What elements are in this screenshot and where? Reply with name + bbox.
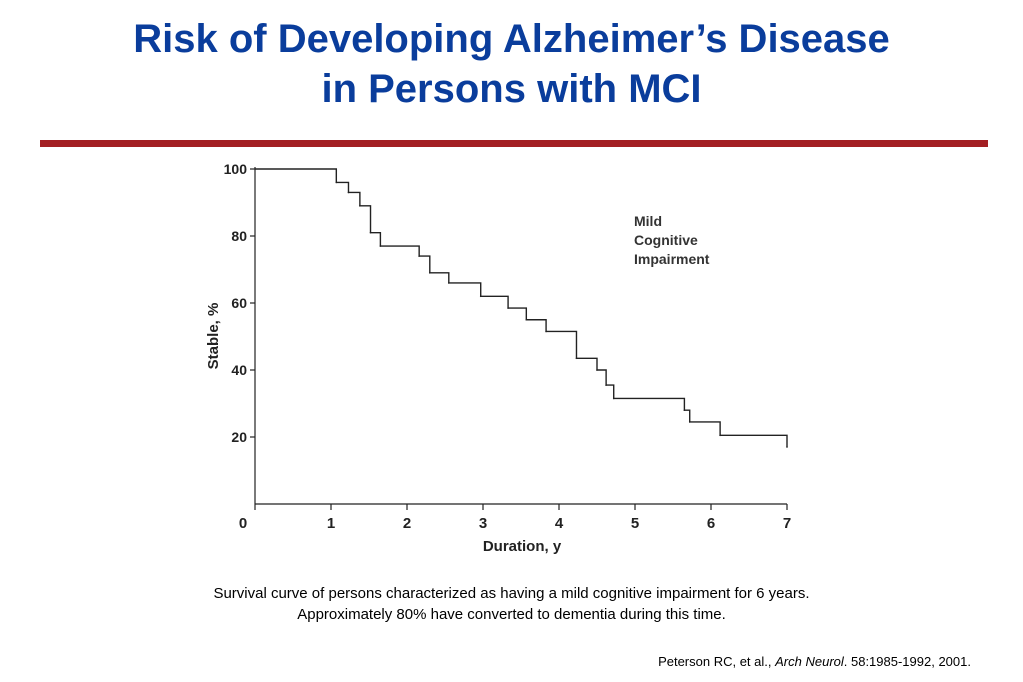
step-point <box>418 255 420 257</box>
slide-title: Risk of Developing Alzheimer’s Disease i… <box>0 14 1023 114</box>
step-point <box>683 409 686 412</box>
step-point <box>479 295 482 298</box>
step-point <box>605 384 607 386</box>
y-tick-label: 20 <box>231 429 247 445</box>
citation-journal: Arch Neurol <box>775 654 844 669</box>
title-line-2: in Persons with MCI <box>321 67 702 111</box>
step-point <box>596 369 598 371</box>
y-tick-label: 60 <box>231 295 247 311</box>
title-line-1: Risk of Developing Alzheimer’s Disease <box>133 17 890 61</box>
x-tick-label: 3 <box>479 515 487 532</box>
step-point <box>786 446 788 448</box>
annotation-line: Cognitive <box>634 232 698 248</box>
annotation-line: Mild <box>634 213 662 229</box>
caption-line-2: Approximately 80% have converted to deme… <box>297 606 726 623</box>
step-point <box>507 307 509 309</box>
x-tick-label: 7 <box>783 515 791 532</box>
x-tick-label: 1 <box>327 515 335 532</box>
step-point <box>545 330 547 333</box>
y-tick-label: 100 <box>224 161 248 177</box>
step-point <box>429 272 431 274</box>
step-point <box>688 421 691 423</box>
survival-step-line <box>255 168 788 448</box>
figure-caption: Survival curve of persons characterized … <box>0 583 1023 625</box>
x-tick-label: 0 <box>239 515 247 532</box>
step-point <box>379 245 382 247</box>
x-tick-label: 4 <box>555 515 564 532</box>
citation-rest: . 58:1985-1992, 2001. <box>843 654 971 669</box>
x-tick-label: 2 <box>403 515 411 532</box>
step-point <box>525 318 528 321</box>
step-point <box>719 434 721 437</box>
y-tick-label: 80 <box>231 228 247 244</box>
y-axis-label: Stable, % <box>205 303 222 370</box>
step-point <box>254 168 256 170</box>
caption-line-1: Survival curve of persons characterized … <box>213 585 810 602</box>
step-point <box>575 357 578 360</box>
chart-ticks: 0 1 2 3 4 5 6 7 20 40 60 80 100 <box>224 161 792 532</box>
title-divider <box>40 140 988 147</box>
series-annotation: Mild Cognitive Impairment <box>634 213 710 267</box>
step-point <box>612 397 615 400</box>
y-tick-label: 40 <box>231 362 247 378</box>
step-point <box>347 191 350 194</box>
annotation-line: Impairment <box>634 251 710 267</box>
x-axis-label: Duration, y <box>483 538 562 555</box>
citation-authors: Peterson RC, et al., <box>658 654 776 669</box>
chart-plot <box>254 168 788 448</box>
x-tick-label: 5 <box>631 515 639 532</box>
x-tick-label: 6 <box>707 515 715 532</box>
chart-axes <box>254 167 787 505</box>
step-point <box>369 231 372 234</box>
step-point <box>448 282 450 284</box>
step-point <box>335 181 338 184</box>
citation: Peterson RC, et al., Arch Neurol. 58:198… <box>658 654 971 669</box>
step-point <box>359 205 361 207</box>
